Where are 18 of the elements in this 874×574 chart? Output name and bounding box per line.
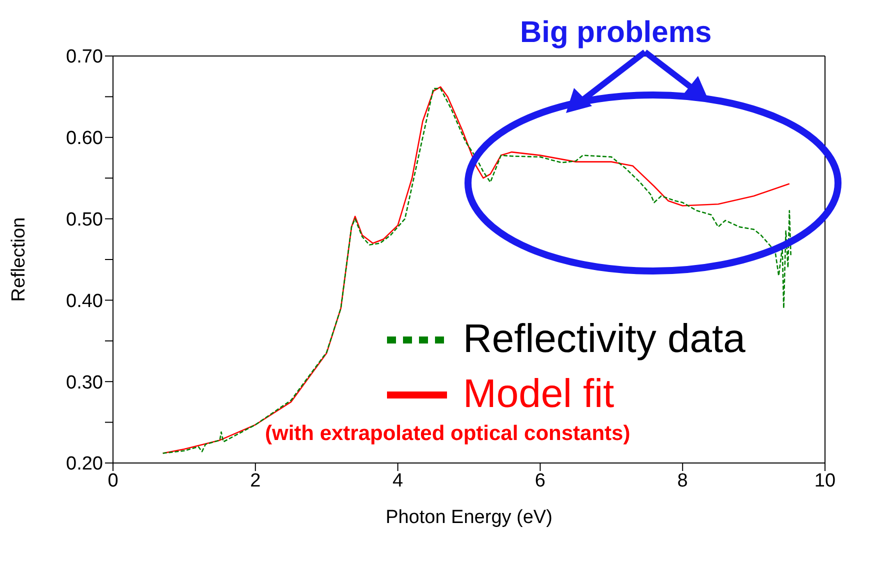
annotation: (with extrapolated optical constants) — [265, 422, 632, 446]
text: Big problems — [520, 16, 712, 50]
x-tick-label: 8 — [677, 470, 688, 492]
x-axis-title: Photon Energy (eV) — [386, 507, 552, 528]
y-tick-label: 0.30 — [66, 372, 103, 394]
legend-label: Reflectivity data — [463, 317, 746, 362]
x-tick-label: 6 — [534, 470, 546, 492]
x-tick-label: 0 — [108, 470, 118, 492]
y-tick-label: 0.20 — [66, 454, 103, 475]
x-tick-label: 2 — [250, 470, 261, 492]
y-tick-label: 0.40 — [66, 290, 103, 312]
x-tick-label: 4 — [392, 470, 404, 492]
y-axis-title: Reflection — [8, 217, 30, 302]
legend-label: Model fit — [463, 372, 614, 417]
y-tick-label: 0.60 — [66, 128, 103, 150]
y-tick-label: 0.70 — [66, 46, 103, 68]
x-tick-label: 10 — [814, 470, 836, 492]
y-tick-label: 0.50 — [66, 210, 103, 231]
